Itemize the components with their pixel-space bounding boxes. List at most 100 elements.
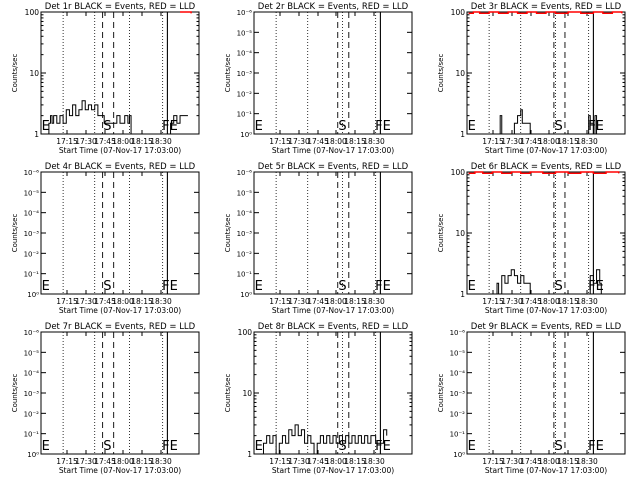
x-tick-label: 18:15 — [557, 137, 579, 146]
x-tick-label: 18:00 — [325, 457, 347, 466]
plot-title: Det 1r BLACK = Events, RED = LLD — [45, 2, 196, 12]
y-axis-label: Counts/sec — [224, 374, 232, 413]
y-tick-label: 10⁰ — [240, 291, 252, 299]
y-tick-label: 100 — [25, 8, 40, 17]
marker-f: F — [375, 119, 382, 134]
plot-panel: Det 1r BLACK = Events, RED = LLD 17:15 17:… — [11, 2, 200, 155]
y-tick-label: 10⁻² — [24, 250, 40, 258]
y-tick-label: 10⁻⁴ — [24, 210, 40, 218]
x-axis-label: Start Time (07-Nov-17 17:03:00) — [59, 146, 181, 155]
x-tick-label: 17:45 — [307, 297, 329, 306]
y-tick-label: 10⁻³ — [24, 230, 40, 238]
y-tick-label: 10⁻² — [237, 250, 253, 258]
x-tick-label: 18:00 — [325, 297, 347, 306]
plot-title: Det 7r BLACK = Events, RED = LLD — [45, 322, 196, 332]
x-tick-label: 17:15 — [482, 297, 504, 306]
plot-title: Det 4r BLACK = Events, RED = LLD — [45, 162, 196, 172]
marker-s: S — [103, 279, 111, 294]
x-tick-label: 18:30 — [363, 297, 385, 306]
plot-frame — [466, 331, 626, 455]
plot-title: Det 5r BLACK = Events, RED = LLD — [258, 162, 409, 172]
marker-f: F — [588, 279, 595, 294]
x-tick-label: 18:30 — [363, 137, 385, 146]
x-tick-label: 18:00 — [538, 137, 560, 146]
marker-e: E — [468, 119, 476, 134]
x-tick-label: 18:00 — [112, 137, 134, 146]
y-tick-label: 10⁻⁴ — [24, 370, 40, 378]
y-tick-label: 10⁻⁵ — [24, 349, 40, 357]
y-tick-label: 10 — [242, 389, 252, 398]
x-tick-label: 17:30 — [501, 457, 523, 466]
lld-series-line — [180, 11, 192, 14]
events-series-line — [498, 109, 598, 135]
marker-f: F — [375, 439, 382, 454]
lld-series-line — [468, 171, 620, 175]
plot-panel: Det 2r BLACK = Events, RED = LLD17:1517:… — [224, 2, 413, 155]
x-tick-label: 18:00 — [112, 457, 134, 466]
x-axis-label: Start Time (07-Nov-17 17:03:00) — [485, 146, 607, 155]
x-tick-label: 17:15 — [482, 457, 504, 466]
marker-s: S — [103, 119, 111, 134]
x-tick-label: 18:30 — [150, 297, 172, 306]
x-tick-label: 17:30 — [288, 297, 310, 306]
x-tick-label: 17:45 — [307, 457, 329, 466]
marker-e: E — [255, 119, 263, 134]
x-tick-label: 18:15 — [344, 137, 366, 146]
marker-e: E — [42, 119, 50, 134]
y-tick-label: 10⁻³ — [24, 390, 40, 398]
plot-frame — [466, 11, 626, 135]
y-tick-label: 10⁻² — [24, 410, 40, 418]
y-axis-label: Counts/sec — [224, 214, 232, 253]
x-tick-label: 17:45 — [94, 297, 116, 306]
x-tick-label: 17:45 — [94, 137, 116, 146]
x-tick-label: 18:30 — [363, 457, 385, 466]
x-tick-label: 17:15 — [56, 137, 78, 146]
x-tick-label: 17:30 — [75, 457, 97, 466]
marker-f: F — [162, 279, 169, 294]
y-axis-label: Counts/sec — [437, 214, 445, 253]
y-tick-label: 10⁻⁶ — [237, 169, 253, 177]
plot-panel: Det 9r BLACK = Events, RED = LLD17:1517:… — [437, 322, 626, 475]
plot-frame — [40, 331, 200, 455]
marker-f: F — [162, 119, 169, 134]
marker-s: S — [555, 279, 563, 294]
y-tick-label: 10⁻² — [237, 90, 253, 98]
y-tick-label: 1 — [247, 450, 252, 459]
y-tick-label: 10⁻³ — [237, 230, 253, 238]
x-axis-label: Start Time (07-Nov-17 17:03:00) — [272, 146, 394, 155]
y-tick-label: 10⁻⁵ — [24, 189, 40, 197]
y-tick-label: 10 — [455, 69, 465, 78]
y-tick-label: 1 — [34, 130, 39, 139]
marker-s: S — [555, 439, 563, 454]
x-tick-label: 17:15 — [269, 297, 291, 306]
x-tick-label: 17:45 — [94, 457, 116, 466]
x-tick-label: 17:15 — [269, 137, 291, 146]
x-tick-label: 17:30 — [501, 137, 523, 146]
plot-frame — [466, 171, 626, 295]
x-tick-label: 17:45 — [520, 457, 542, 466]
marker-e: E — [255, 439, 263, 454]
y-axis-label: Counts/sec — [11, 374, 19, 413]
x-tick-label: 17:45 — [520, 137, 542, 146]
marker-e: E — [596, 439, 604, 454]
x-axis-label: Start Time (07-Nov-17 17:03:00) — [59, 466, 181, 475]
x-tick-label: 17:30 — [288, 137, 310, 146]
y-tick-label: 10⁻³ — [237, 70, 253, 78]
y-tick-label: 10⁻¹ — [450, 431, 466, 439]
x-tick-label: 17:45 — [307, 137, 329, 146]
marker-e: E — [383, 439, 391, 454]
y-tick-label: 10⁻⁶ — [24, 169, 40, 177]
x-axis-label: Start Time (07-Nov-17 17:03:00) — [485, 306, 607, 315]
plot-title: Det 8r BLACK = Events, RED = LLD — [258, 322, 409, 332]
x-tick-label: 18:15 — [557, 457, 579, 466]
marker-s: S — [338, 279, 346, 294]
x-tick-label: 17:15 — [482, 137, 504, 146]
x-tick-label: 18:15 — [344, 297, 366, 306]
y-tick-label: 10⁻⁵ — [237, 29, 253, 37]
y-tick-label: 10⁻⁵ — [450, 349, 466, 357]
y-tick-label: 10⁻⁴ — [450, 370, 466, 378]
x-tick-label: 17:30 — [75, 297, 97, 306]
x-tick-label: 18:30 — [150, 457, 172, 466]
marker-e: E — [42, 279, 50, 294]
x-tick-label: 17:15 — [56, 297, 78, 306]
